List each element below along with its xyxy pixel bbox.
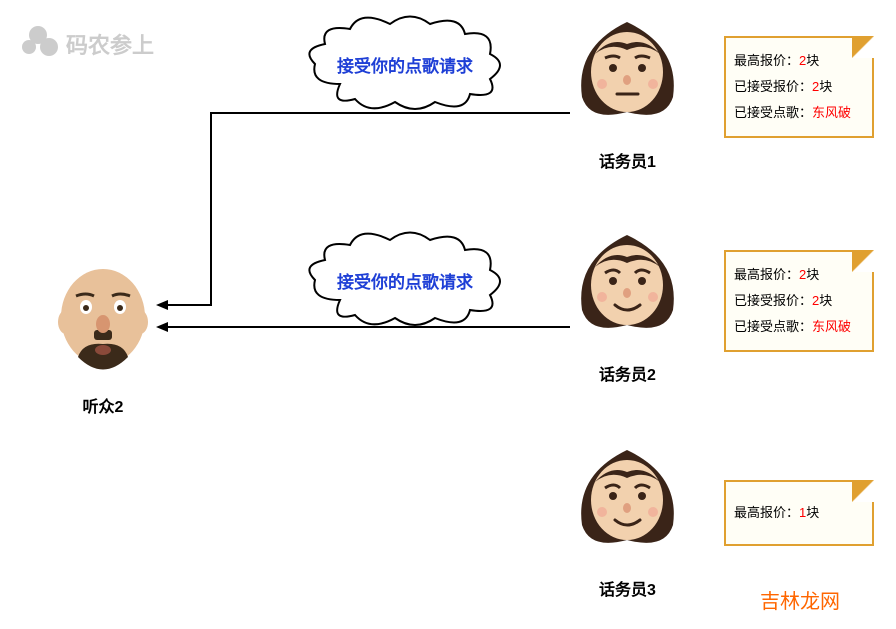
operator-2-avatar: 话务员2: [570, 225, 685, 385]
listener-label: 听众2: [48, 393, 158, 417]
operator-1-face-icon: [570, 12, 685, 137]
listener-avatar: 听众2: [48, 262, 158, 417]
note-corner-icon: [852, 36, 874, 58]
note-2: 最高报价：2块 已接受报价：2块 已接受点歌：东风破: [724, 250, 874, 352]
arrow-1-head-icon: [156, 300, 168, 310]
note-1-accprice-label: 已接受报价：: [734, 79, 812, 94]
watermark: 码农参上: [22, 26, 154, 62]
note-1: 最高报价：2块 已接受报价：2块 已接受点歌：东风破: [724, 36, 874, 138]
cloud-2: 接受你的点歌请求: [300, 230, 510, 330]
note-2-maxprice-label: 最高报价：: [734, 267, 799, 282]
note-2-song-label: 已接受点歌：: [734, 319, 812, 334]
operator-3-avatar: 话务员3: [570, 440, 685, 600]
note-1-song-value: 东风破: [812, 105, 851, 120]
footer-brand: 吉林龙网: [760, 585, 840, 614]
note-2-accprice-unit: 块: [819, 293, 832, 308]
cloud-1: 接受你的点歌请求: [300, 14, 510, 114]
note-3-maxprice-label: 最高报价：: [734, 505, 799, 520]
note-2-accprice-label: 已接受报价：: [734, 293, 812, 308]
operator-2-face-icon: [570, 225, 685, 350]
cloud-1-text: 接受你的点歌请求: [300, 52, 510, 77]
watermark-text: 码农参上: [66, 28, 154, 60]
arrow-1-h1: [210, 112, 570, 114]
operator-1-label: 话务员1: [570, 148, 685, 172]
arrow-1-h2: [168, 304, 212, 306]
note-3: 最高报价：1块: [724, 480, 874, 546]
listener-face-icon: [48, 262, 158, 382]
wechat-icon: [22, 26, 58, 62]
arrow-1-v: [210, 112, 212, 304]
arrow-2-h: [168, 326, 570, 328]
arrow-2-head-icon: [156, 322, 168, 332]
note-2-song-value: 东风破: [812, 319, 851, 334]
note-1-song-label: 已接受点歌：: [734, 105, 812, 120]
operator-2-label: 话务员2: [570, 361, 685, 385]
note-3-maxprice-unit: 块: [806, 505, 819, 520]
cloud-2-text: 接受你的点歌请求: [300, 268, 510, 293]
note-corner-icon: [852, 250, 874, 272]
note-1-maxprice-label: 最高报价：: [734, 53, 799, 68]
note-1-accprice-unit: 块: [819, 79, 832, 94]
note-2-maxprice-unit: 块: [806, 267, 819, 282]
operator-3-label: 话务员3: [570, 576, 685, 600]
operator-3-face-icon: [570, 440, 685, 565]
note-corner-icon: [852, 480, 874, 502]
note-1-maxprice-unit: 块: [806, 53, 819, 68]
operator-1-avatar: 话务员1: [570, 12, 685, 172]
